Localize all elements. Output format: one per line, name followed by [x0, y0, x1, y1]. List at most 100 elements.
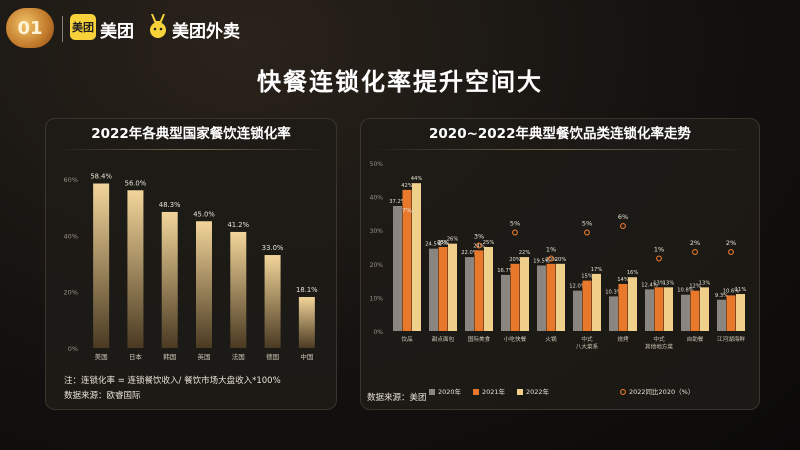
bar-value-label: 10.3%	[605, 289, 622, 295]
x-tick-label: 其他地方菜	[645, 343, 673, 351]
page-title: 快餐连锁化率提升空间大	[257, 68, 543, 96]
meituan-label: 美团	[100, 22, 134, 42]
bar-2021年	[510, 263, 520, 331]
anniversary-badge: 01	[6, 8, 54, 48]
bar-2020年	[429, 248, 438, 331]
bar-value-label: 41.2%	[227, 221, 249, 229]
bar-2022年	[736, 294, 745, 331]
y-tick-label: 10%	[370, 295, 384, 302]
bar-value-label: 15%	[581, 274, 593, 280]
bar-value-label: 22.0%	[461, 250, 478, 256]
bar-2020年	[465, 257, 474, 331]
bar-value-label: 13%	[699, 280, 711, 286]
x-tick-label: 日本	[129, 352, 143, 361]
bar-英国	[196, 221, 212, 348]
x-tick-label: 德国	[266, 352, 279, 361]
x-tick-label: 韩国	[163, 352, 176, 361]
title-underline	[54, 149, 328, 150]
growth-value-label: 5%	[582, 220, 592, 228]
bar-value-label: 25%	[483, 240, 495, 246]
left-chart-panel: 2022年各典型国家餐饮连锁化率 0% 20% 40% 60% 58.4% 美国 56.0%…	[45, 118, 337, 410]
legend-growth-marker	[620, 389, 626, 395]
bar-value-label: 19.5%	[533, 258, 550, 264]
x-tick-label: 火锅	[545, 335, 557, 343]
legend-swatch-2020年	[429, 389, 435, 395]
growth-marker	[476, 242, 482, 249]
bar-2020年	[717, 299, 726, 331]
bar-value-label: 17%	[591, 267, 603, 273]
bar-2020年	[393, 206, 402, 331]
x-tick-label: 国际美食	[468, 335, 491, 343]
top-bar: 01 美团 美团 美团外卖	[0, 0, 800, 58]
bar-value-label: 18.1%	[296, 286, 318, 294]
x-tick-label: 中国	[300, 352, 313, 361]
bar-2020年	[609, 296, 618, 331]
bar-value-label: 14%	[617, 277, 629, 283]
bar-2020年	[681, 294, 690, 331]
left-chart-title: 2022年各典型国家餐饮连锁化率	[91, 126, 291, 142]
bar-value-label: 24.5%	[425, 242, 442, 248]
country-chain-rate-chart: 0% 20% 40% 60% 58.4% 美国 56.0% 日本 48.3% 韩国 45.0% 英国 4…	[64, 173, 319, 361]
growth-marker	[692, 249, 698, 255]
badge-text: 01	[17, 17, 43, 39]
bar-value-label: 48.3%	[159, 201, 181, 209]
right-chart-title: 2020~2022年典型餐饮品类连锁化率走势	[429, 126, 691, 142]
bar-value-label: 9.3%	[715, 293, 728, 299]
bar-value-label: 10.6%	[723, 288, 740, 294]
title-underline	[369, 149, 751, 150]
bar-2022年	[520, 257, 529, 331]
meituan-logo-icon: 美团	[70, 14, 96, 40]
right-chart-source: 数据来源：美团	[367, 393, 427, 403]
bar-2020年	[645, 289, 654, 331]
growth-value-label: 2%	[690, 239, 700, 247]
waimai-label: 美团外卖	[172, 22, 240, 42]
bar-value-label: 33.0%	[262, 244, 284, 252]
left-chart-note: 注：连锁化率 = 连锁餐饮收入/ 餐饮市场大盘收入*100%	[64, 376, 281, 386]
growth-value-label: 5%	[510, 220, 520, 228]
bar-2021年	[402, 189, 412, 331]
growth-marker	[728, 249, 734, 255]
bar-value-label: 24%	[473, 243, 485, 249]
x-tick-label: 小吃快餐	[504, 335, 527, 343]
growth-marker	[620, 223, 626, 229]
bar-value-label: 37.2%	[389, 199, 406, 205]
x-tick-label: 饮品	[401, 335, 413, 343]
growth-marker	[656, 255, 662, 262]
bar-日本	[127, 190, 144, 348]
bar-value-label: 26%	[447, 237, 459, 243]
growth-value-label: 6%	[618, 213, 628, 221]
bar-value-label: 44%	[411, 176, 423, 182]
y-tick-label: 0%	[373, 329, 383, 336]
x-tick-label: 江河湖海鲜	[717, 335, 745, 343]
x-tick-label: 烧烤	[617, 335, 629, 343]
x-tick-label: 法国	[232, 352, 245, 361]
left-chart-source: 数据来源：欧睿国际	[64, 391, 141, 401]
bar-2020年	[573, 290, 582, 331]
bar-法国	[230, 231, 247, 348]
bar-value-label: 20%	[509, 257, 521, 263]
growth-marker	[584, 229, 590, 236]
bar-2021年	[618, 283, 628, 331]
bar-value-label: 12.4%	[641, 282, 658, 288]
x-tick-label: 中式	[581, 335, 593, 343]
growth-value-label: 7%	[402, 207, 412, 215]
bar-value-label: 12%	[689, 284, 701, 290]
bar-韩国	[161, 211, 178, 348]
bar-value-label: 10.8%	[677, 288, 694, 294]
growth-marker	[440, 249, 446, 255]
bar-value-label: 13%	[653, 280, 665, 286]
bar-value-label: 56.0%	[125, 179, 147, 187]
kangaroo-logo-icon	[150, 14, 166, 38]
x-tick-label: 八大菜系	[576, 343, 599, 351]
growth-marker	[548, 255, 554, 262]
y-tick-label: 20%	[370, 262, 384, 269]
bar-2021年	[654, 287, 664, 331]
bar-2021年	[474, 250, 484, 331]
bar-2022年	[484, 247, 493, 331]
y-tick-label: 0%	[68, 345, 78, 353]
bar-2022年	[664, 287, 673, 331]
bar-value-label: 12.0%	[569, 284, 586, 290]
divider	[62, 16, 63, 42]
growth-value-label: 1%	[654, 246, 664, 254]
bar-2021年	[582, 280, 592, 331]
